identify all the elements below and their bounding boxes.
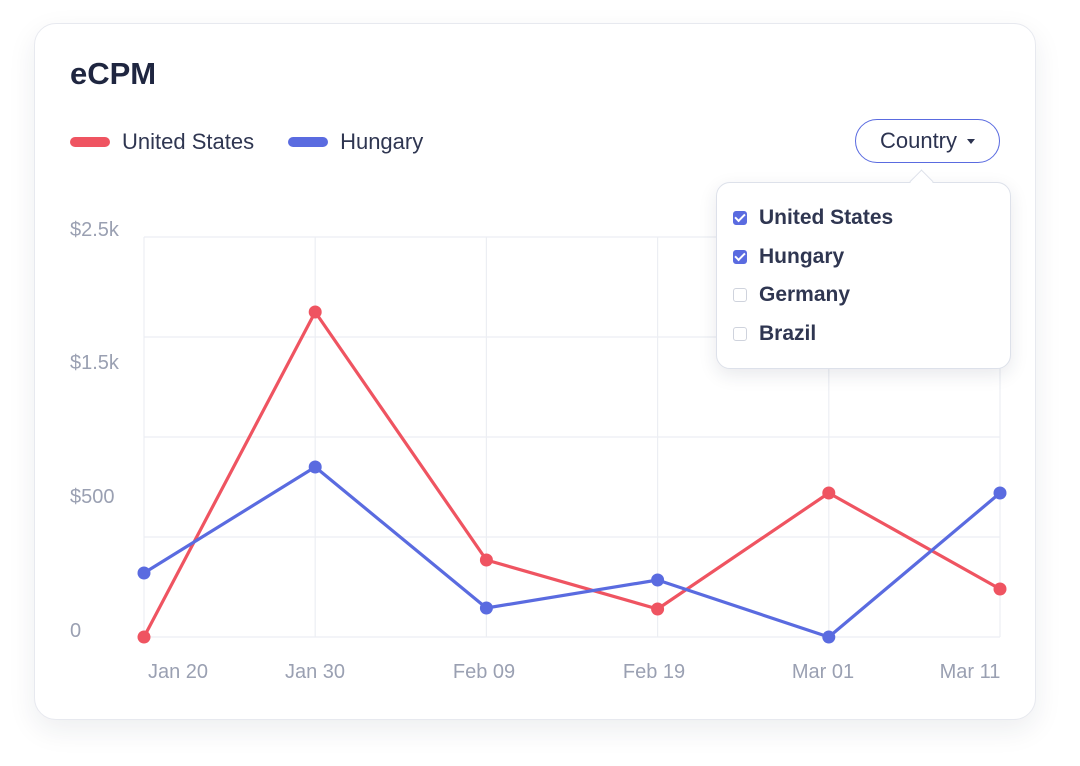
- series-line-united-states: [142, 310, 1002, 639]
- country-dropdown-menu: United States Hungary Germany Brazil: [716, 182, 1011, 369]
- data-point-hungary: [308, 460, 322, 474]
- x-axis-ticks: Jan 20 Jan 30 Feb 09 Feb 19 Mar 01 Mar 11: [148, 661, 1000, 683]
- data-point-hungary: [651, 573, 665, 587]
- legend: United States Hungary: [70, 126, 457, 158]
- option-label: Germany: [759, 283, 851, 306]
- legend-item-united-states: United States: [70, 129, 254, 155]
- series-line-hungary: [142, 465, 1002, 639]
- option-label: United States: [759, 206, 894, 229]
- x-tick-label: Feb 19: [623, 661, 685, 683]
- data-point-united-states: [651, 602, 665, 616]
- option-united-states[interactable]: United States: [733, 203, 893, 233]
- x-tick-label: Jan 20: [148, 661, 208, 683]
- option-brazil[interactable]: Brazil: [733, 319, 816, 349]
- legend-swatch-hungary: [288, 137, 329, 147]
- y-tick-label: $1.5k: [70, 352, 120, 374]
- legend-swatch-united-states: [70, 137, 110, 147]
- checkbox-checked-icon[interactable]: [733, 249, 747, 264]
- data-point-united-states: [993, 582, 1007, 596]
- y-tick-label: $2.5k: [70, 219, 120, 241]
- y-tick-label: 0: [70, 620, 81, 642]
- x-tick-label: Jan 30: [285, 661, 345, 683]
- option-label: Hungary: [759, 245, 845, 268]
- legend-item-hungary: Hungary: [288, 129, 423, 155]
- country-dropdown-button[interactable]: Country: [855, 119, 1000, 163]
- data-point-united-states: [822, 486, 836, 500]
- data-point-united-states: [479, 553, 493, 567]
- option-germany[interactable]: Germany: [733, 280, 850, 310]
- data-point-hungary: [993, 486, 1007, 500]
- legend-label: Hungary: [340, 129, 424, 154]
- data-point-united-states: [137, 630, 151, 644]
- data-point-united-states: [308, 305, 322, 319]
- caret-down-icon: [967, 138, 976, 144]
- legend-label: United States: [122, 129, 255, 154]
- y-axis-ticks: $2.5k $1.5k $500 0: [70, 219, 120, 642]
- y-tick-label: $500: [70, 486, 115, 508]
- x-tick-label: Mar 11: [940, 661, 1001, 683]
- option-hungary[interactable]: Hungary: [733, 242, 844, 272]
- check-icon: [734, 249, 746, 262]
- check-icon: [734, 210, 746, 223]
- checkbox-unchecked-icon[interactable]: [733, 288, 747, 302]
- x-tick-label: Mar 01: [792, 661, 854, 683]
- checkbox-unchecked-icon[interactable]: [733, 327, 747, 341]
- option-label: Brazil: [759, 322, 817, 345]
- data-point-hungary: [822, 630, 836, 644]
- chart-series: [137, 305, 1007, 644]
- chart-grid: [143, 236, 1001, 638]
- country-button-label: Country: [879, 128, 958, 153]
- data-point-hungary: [137, 566, 151, 580]
- checkbox-checked-icon[interactable]: [733, 210, 747, 225]
- data-point-hungary: [479, 601, 493, 615]
- x-tick-label: Feb 09: [453, 661, 515, 683]
- chart-title: eCPM: [70, 56, 157, 91]
